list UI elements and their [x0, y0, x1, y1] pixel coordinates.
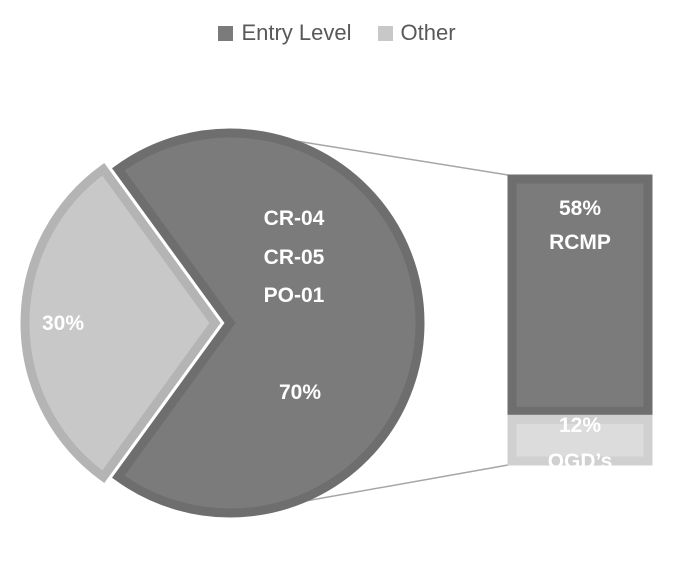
bar-category-label-ogds: OGD’s [548, 450, 613, 473]
pie-category-label: CR-05 [264, 246, 325, 269]
bar-data-label-rcmp: 58% [559, 197, 601, 220]
pie-data-label-entry-level: 70% [279, 381, 321, 404]
connector-line-bottom [271, 464, 509, 508]
legend-swatch [218, 25, 234, 41]
legend-swatch [377, 25, 393, 41]
bar-segment-rcmp [507, 174, 653, 416]
pie-category-label: CR-04 [264, 207, 325, 230]
bar-data-label-ogds: 12% [559, 414, 601, 437]
bar-segment-ogds [507, 414, 653, 466]
pie-slice-entry-level [112, 128, 425, 518]
legend-label: Other [400, 20, 456, 45]
legend: Entry Level Other [0, 20, 674, 46]
legend-item-entry-level: Entry Level [218, 20, 352, 46]
pie-category-label: PO-01 [264, 284, 325, 307]
legend-item-other: Other [377, 20, 456, 46]
bar-category-label-rcmp: RCMP [549, 231, 611, 254]
pie-slice-other [20, 162, 221, 484]
connector-line-top [289, 139, 509, 176]
pie-data-label-other: 30% [42, 312, 84, 335]
legend-label: Entry Level [241, 20, 352, 45]
